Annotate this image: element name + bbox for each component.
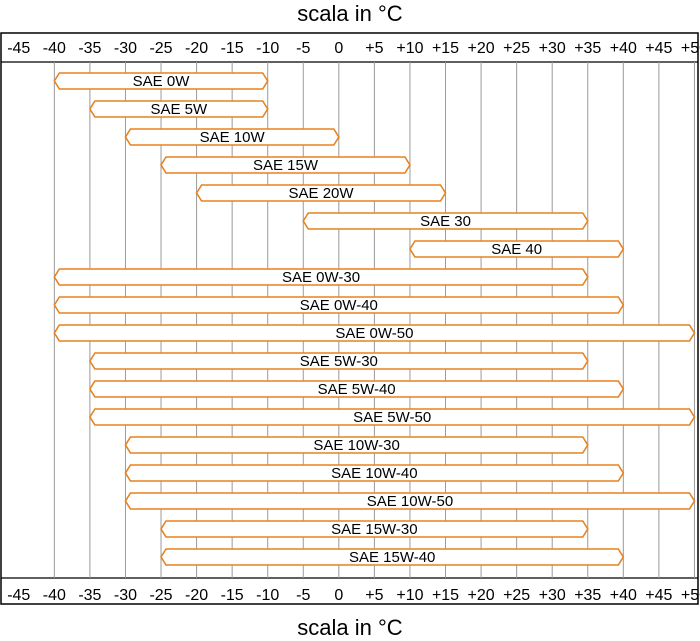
bar-label: SAE 0W-30 [282, 269, 360, 286]
grid-lines [53, 62, 695, 578]
top-tick-label: -15 [221, 40, 244, 57]
top-tick-label: +30 [539, 40, 566, 57]
range-bar [160, 156, 411, 174]
top-tick-label: -10 [256, 40, 279, 57]
range-bar [302, 212, 589, 230]
bar-label: SAE 15W-40 [349, 549, 435, 566]
bar-label: SAE 10W [200, 129, 266, 146]
top-tick-label: +50 [681, 40, 700, 57]
bottom-tick-label: 0 [334, 587, 343, 604]
bar-label: SAE 30 [420, 213, 471, 230]
top-tick-label: +45 [645, 40, 672, 57]
bar-label: SAE 10W-30 [313, 437, 399, 454]
range-bar [160, 520, 589, 538]
bar-label: SAE 15W [253, 157, 319, 174]
bars: SAE 0W SAE 5W SAE 10W SAE 15W SAE 20W SAE 30 S… [53, 72, 696, 566]
bar-label: SAE 10W-40 [331, 465, 417, 482]
top-tick-label: -35 [78, 40, 101, 57]
range-bar [53, 324, 696, 342]
bar-label: SAE 5W-50 [353, 409, 431, 426]
top-tick-labels: -45 -40 -35 -30 -25 -20 -15 -10 -5 0 +5 +10 +15 +20 +2… [7, 40, 700, 57]
range-bar [53, 268, 589, 286]
bottom-title: scala in °C [297, 615, 403, 640]
bottom-tick-label: -10 [256, 587, 279, 604]
top-title: scala in °C [297, 1, 403, 26]
range-bar [409, 240, 625, 258]
bar-label: SAE 10W-50 [367, 493, 453, 510]
bottom-tick-label: -40 [43, 587, 66, 604]
bar-label: SAE 40 [491, 241, 542, 258]
range-bar [88, 100, 269, 118]
top-tick-label: -40 [43, 40, 66, 57]
range-bar [195, 184, 447, 202]
bottom-tick-label: +50 [681, 587, 700, 604]
range-bar [124, 464, 625, 482]
bottom-tick-labels: -45 -40 -35 -30 -25 -20 -15 -10 -5 0 +5 +10 +15 +20 +2… [7, 587, 700, 604]
top-tick-label: -25 [149, 40, 172, 57]
bar-label: SAE 15W-30 [331, 521, 417, 538]
top-tick-label: +40 [610, 40, 637, 57]
bottom-tick-label: +20 [468, 587, 495, 604]
top-tick-label: -5 [296, 40, 310, 57]
bottom-tick-label: -15 [221, 587, 244, 604]
bottom-tick-label: -35 [78, 587, 101, 604]
top-tick-label: 0 [334, 40, 343, 57]
bottom-tick-label: +40 [610, 587, 637, 604]
bottom-tick-label: -25 [149, 587, 172, 604]
top-tick-label: -30 [114, 40, 137, 57]
range-bar [53, 296, 625, 314]
range-bar [88, 380, 625, 398]
bottom-tick-label: +5 [365, 587, 383, 604]
bottom-tick-label: -20 [185, 587, 208, 604]
top-tick-label: -20 [185, 40, 208, 57]
top-tick-label: +20 [468, 40, 495, 57]
chart-frame [0, 32, 699, 605]
bar-label: SAE 5W-30 [300, 353, 378, 370]
bottom-tick-label: +10 [396, 587, 423, 604]
range-bar [124, 436, 589, 454]
bar-label: SAE 0W [133, 73, 191, 90]
bar-label: SAE 0W-40 [300, 297, 378, 314]
bottom-tick-label: +25 [503, 587, 530, 604]
range-bar [53, 72, 269, 90]
top-tick-label: +25 [503, 40, 530, 57]
bar-label: SAE 5W-40 [318, 381, 396, 398]
bottom-tick-label: +15 [432, 587, 459, 604]
range-bar [124, 492, 696, 510]
bottom-tick-label: -30 [114, 587, 137, 604]
top-tick-label: +5 [365, 40, 383, 57]
bar-label: SAE 20W [289, 185, 355, 202]
bottom-tick-label: -45 [7, 587, 30, 604]
bar-label: SAE 0W-50 [335, 325, 413, 342]
top-tick-label: +15 [432, 40, 459, 57]
range-bar [88, 408, 696, 426]
range-bar [160, 548, 625, 566]
top-tick-label: -45 [7, 40, 30, 57]
bar-label: SAE 5W [150, 101, 208, 118]
bottom-tick-label: +35 [574, 587, 601, 604]
bottom-tick-label: -5 [296, 587, 310, 604]
top-tick-label: +35 [574, 40, 601, 57]
bottom-tick-label: +45 [645, 587, 672, 604]
top-tick-label: +10 [396, 40, 423, 57]
bottom-tick-label: +30 [539, 587, 566, 604]
range-bar [88, 352, 589, 370]
range-bar [124, 128, 340, 146]
